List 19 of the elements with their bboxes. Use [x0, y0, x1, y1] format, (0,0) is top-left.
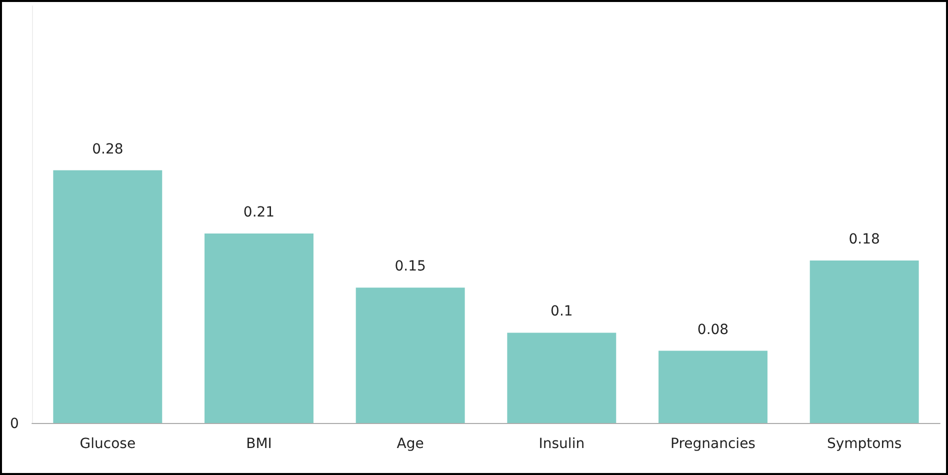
bar: [507, 332, 616, 423]
x-tick-label: Symptoms: [826, 436, 902, 452]
data-label: 0.08: [697, 322, 729, 338]
bar: [204, 233, 314, 423]
data-label: 0.15: [394, 258, 426, 275]
text: 0: [10, 416, 19, 432]
bar: [53, 170, 162, 423]
bar: [658, 350, 768, 423]
x-tick-label: Insulin: [538, 436, 585, 452]
bar: [810, 260, 919, 423]
x-tick-label: Pregnancies: [670, 436, 756, 452]
x-tick-label: BMI: [246, 436, 272, 452]
x-tick-label: Glucose: [80, 436, 136, 452]
x-tick-label: Age: [396, 436, 424, 452]
data-label: 0.28: [92, 141, 124, 158]
data-label: 0.18: [848, 232, 880, 248]
data-label: 0.1: [550, 304, 573, 320]
data-label: 0.21: [243, 204, 275, 220]
bar: [356, 288, 465, 423]
